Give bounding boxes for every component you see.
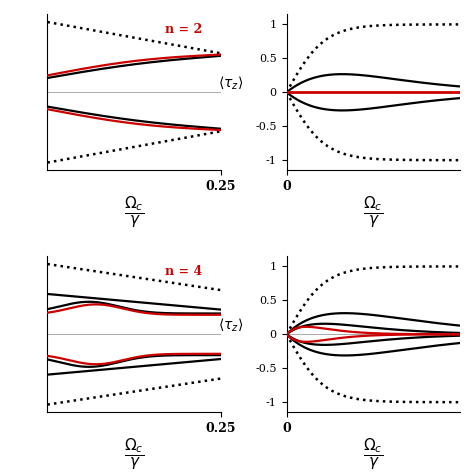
X-axis label: $\dfrac{\Omega_c}{\gamma}$: $\dfrac{\Omega_c}{\gamma}$ (363, 194, 383, 230)
Y-axis label: $\langle\tau_z\rangle$: $\langle\tau_z\rangle$ (218, 317, 243, 334)
X-axis label: $\dfrac{\Omega_c}{\gamma}$: $\dfrac{\Omega_c}{\gamma}$ (124, 437, 144, 472)
X-axis label: $\dfrac{\Omega_c}{\gamma}$: $\dfrac{\Omega_c}{\gamma}$ (363, 437, 383, 472)
Text: n = 2: n = 2 (165, 23, 202, 36)
Text: n = 4: n = 4 (165, 265, 202, 278)
X-axis label: $\dfrac{\Omega_c}{\gamma}$: $\dfrac{\Omega_c}{\gamma}$ (124, 194, 144, 230)
Y-axis label: $\langle\tau_z\rangle$: $\langle\tau_z\rangle$ (218, 75, 243, 92)
